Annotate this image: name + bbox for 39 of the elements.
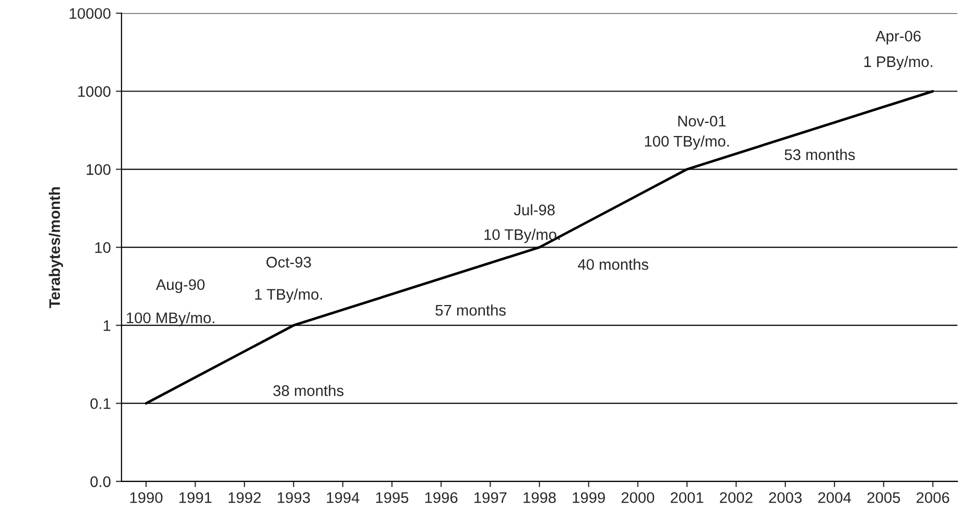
x-tick-label: 2002: [720, 492, 752, 504]
y-tick-label: 10: [95, 242, 110, 253]
x-tick-label: 2006: [916, 492, 950, 504]
annotation: 38 months: [273, 384, 344, 396]
y-tick-label: 1: [104, 320, 110, 331]
annotation: Aug-90: [156, 279, 205, 294]
annotation: 1 PBy/mo.: [864, 56, 932, 70]
x-tick-label: 1996: [425, 492, 458, 504]
x-tick-label: 1997: [474, 492, 507, 504]
y-tick-label: 10000: [70, 8, 110, 19]
x-tick-label: 1994: [326, 492, 360, 504]
y-tick-label: 0.0: [90, 476, 110, 488]
x-tick-label: 1995: [376, 492, 408, 504]
x-tick-label: 1990: [130, 492, 162, 504]
x-tick-label: 1991: [179, 492, 212, 504]
annotation: 100 TBy/mo.: [644, 135, 729, 150]
x-tick-label: 2001: [670, 492, 704, 504]
annotation: 10 TBy/mo.: [484, 228, 560, 244]
annotation: 100 MBy/mo.: [126, 312, 214, 326]
y-tick-label: 1000: [78, 86, 110, 97]
annotation: 53 months: [784, 148, 855, 160]
x-tick-label: 2004: [818, 492, 852, 504]
x-tick-label: 2005: [867, 492, 900, 504]
x-tick-label: 1992: [228, 492, 261, 504]
annotation: Jul-98: [514, 204, 555, 216]
x-tick-label: 2000: [622, 492, 654, 504]
y-tick-label: 100: [86, 164, 110, 175]
y-axis-title: Terabytes/month: [48, 187, 64, 308]
annotation: 57 months: [436, 304, 506, 316]
annotation: 40 months: [578, 258, 648, 270]
x-tick-label: 1999: [572, 492, 605, 504]
annotation: Nov-01: [678, 116, 726, 127]
annotation: Oct-93: [266, 256, 311, 268]
y-tick-label: 0.1: [90, 398, 110, 410]
x-tick-label: 1998: [524, 492, 556, 504]
x-tick-label: 1993: [278, 492, 310, 504]
x-tick-label: 2003: [769, 492, 802, 504]
annotation: Apr-06: [876, 30, 921, 45]
annotation: 1 TBy/mo.: [255, 288, 322, 303]
